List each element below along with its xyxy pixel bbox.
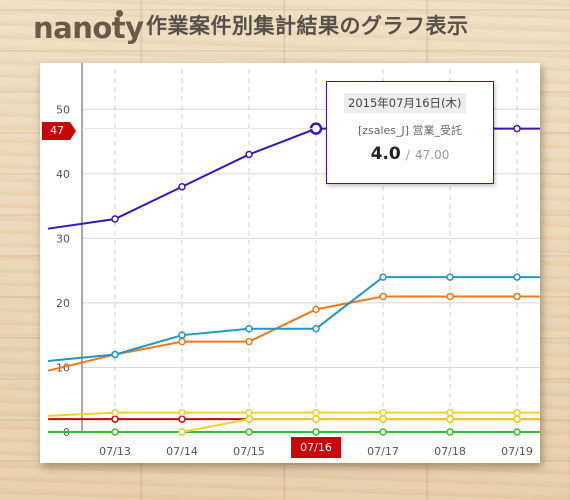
data-point[interactable] bbox=[178, 331, 186, 339]
data-point[interactable] bbox=[379, 273, 387, 281]
data-point[interactable] bbox=[379, 292, 387, 301]
data-point[interactable] bbox=[513, 428, 521, 436]
data-point[interactable] bbox=[379, 415, 387, 423]
data-point[interactable] bbox=[513, 292, 521, 301]
logo-dot-icon bbox=[116, 10, 123, 17]
x-tick-label: 07/15 bbox=[233, 445, 265, 458]
data-point[interactable] bbox=[111, 215, 119, 223]
data-point[interactable] bbox=[446, 292, 454, 301]
data-point[interactable] bbox=[178, 182, 186, 191]
x-tick-label: 07/17 bbox=[367, 445, 399, 458]
data-point[interactable] bbox=[312, 415, 320, 423]
y-tick-label: 20 bbox=[56, 297, 70, 310]
series-line-yellow[interactable] bbox=[181, 418, 540, 433]
header: nanoty 作業案件別集計結果のグラフ表示 bbox=[0, 0, 570, 60]
data-point[interactable] bbox=[513, 415, 521, 423]
x-value-flag: 07/16 bbox=[291, 437, 341, 458]
y-tick-label: 40 bbox=[56, 168, 70, 181]
data-point[interactable] bbox=[513, 408, 521, 417]
data-point[interactable] bbox=[312, 324, 320, 333]
chart-card: 0 10 20 30 40 50 07/13 07/14 07/15 07/17 07/18 07/1… bbox=[40, 63, 540, 463]
x-tick-label: 07/14 bbox=[166, 445, 198, 458]
y-flag-label: 47 bbox=[50, 124, 64, 137]
data-point[interactable] bbox=[178, 428, 186, 436]
data-point[interactable] bbox=[178, 415, 186, 423]
tooltip-date: 2015年07月16日(木) bbox=[344, 93, 466, 113]
data-point[interactable] bbox=[513, 124, 521, 133]
data-point[interactable] bbox=[111, 415, 119, 423]
data-point[interactable] bbox=[446, 428, 454, 436]
data-point[interactable] bbox=[245, 428, 253, 436]
y-tick-label: 30 bbox=[56, 232, 70, 245]
x-tick-label: 07/18 bbox=[434, 445, 466, 458]
x-tick-label: 07/19 bbox=[501, 445, 533, 458]
data-point[interactable] bbox=[245, 415, 253, 423]
data-point[interactable] bbox=[111, 428, 119, 436]
tooltip-value: 4.0 bbox=[370, 144, 401, 164]
data-tooltip: 2015年07月16日(木) [zsales_J] 営業_受託 4.0 / 47… bbox=[326, 81, 494, 184]
data-point[interactable] bbox=[178, 408, 186, 417]
data-point[interactable] bbox=[312, 408, 320, 417]
data-point[interactable] bbox=[379, 428, 387, 436]
data-point[interactable] bbox=[446, 273, 454, 281]
data-point[interactable] bbox=[111, 408, 119, 417]
logo: nanoty bbox=[33, 11, 144, 45]
data-point[interactable] bbox=[513, 273, 521, 281]
tooltip-separator: / bbox=[405, 148, 410, 162]
tooltip-total: 47.00 bbox=[415, 148, 450, 162]
tooltip-value-row: 4.0 / 47.00 bbox=[327, 144, 493, 164]
data-point[interactable] bbox=[245, 324, 253, 333]
y-tick-label: 50 bbox=[56, 103, 70, 116]
data-point[interactable] bbox=[178, 337, 186, 346]
data-point[interactable] bbox=[379, 408, 387, 417]
page-title: 作業案件別集計結果のグラフ表示 bbox=[146, 14, 469, 38]
y-flag-shape bbox=[42, 122, 76, 140]
data-point[interactable] bbox=[111, 350, 119, 359]
series-line-orange[interactable] bbox=[47, 295, 540, 372]
y-value-flag: 47 bbox=[40, 122, 76, 140]
tooltip-series-name: [zsales_J] 営業_受託 bbox=[357, 124, 463, 137]
data-point[interactable] bbox=[312, 305, 320, 314]
data-point[interactable] bbox=[312, 428, 320, 436]
data-point[interactable] bbox=[446, 408, 454, 417]
data-point[interactable] bbox=[245, 150, 253, 159]
data-point[interactable] bbox=[245, 408, 253, 417]
data-point[interactable] bbox=[245, 337, 253, 346]
data-point[interactable] bbox=[446, 415, 454, 423]
x-tick-label: 07/13 bbox=[99, 445, 131, 458]
series-line-yellow[interactable] bbox=[47, 411, 540, 417]
